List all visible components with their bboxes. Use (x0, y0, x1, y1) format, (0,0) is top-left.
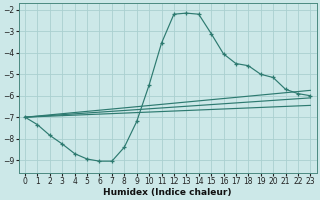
X-axis label: Humidex (Indice chaleur): Humidex (Indice chaleur) (103, 188, 232, 197)
